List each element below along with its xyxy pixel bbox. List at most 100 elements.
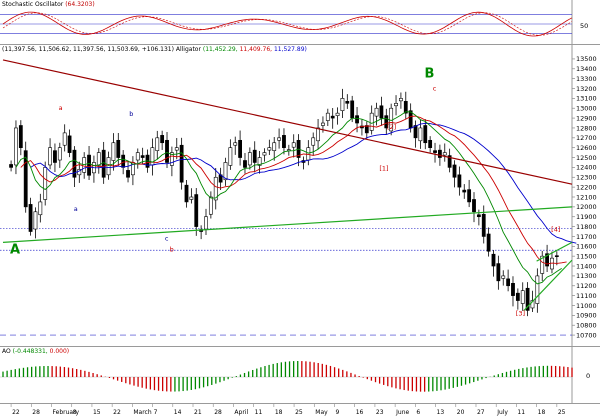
candle-body: [247, 152, 252, 166]
stoch-d-line: [2, 12, 573, 36]
alligator-lips-line: [15, 111, 562, 285]
y-tick-label: 12800: [576, 124, 597, 132]
candle-body: [194, 194, 199, 227]
ao-tick-0: 0: [586, 372, 591, 380]
y-tick-label: 11800: [576, 223, 597, 231]
y-tick-label: 11300: [576, 272, 597, 280]
wave-label: b: [129, 110, 133, 118]
candle-body: [189, 196, 194, 200]
candle-body: [364, 125, 369, 134]
candle-body: [447, 155, 452, 168]
alligator-lips-value: 11,527.89): [273, 46, 307, 53]
candle-body: [252, 149, 257, 163]
wave-label: [3]: [516, 309, 525, 317]
y-tick-label: 11900: [576, 213, 597, 221]
candle-body: [530, 300, 535, 309]
candle-body: [384, 115, 389, 129]
x-tick-label: 18: [538, 409, 546, 416]
price-title: (11,397.56, 11,506.62, 11,397.56, 11,503…: [2, 46, 307, 53]
y-tick-label: 11700: [576, 233, 597, 241]
candle-body: [179, 144, 184, 183]
stochastic-plot: [0, 0, 573, 44]
x-tick-label: 28: [214, 409, 222, 416]
x-tick-label: 11: [517, 409, 525, 416]
candle-body: [126, 170, 130, 178]
candle-body: [43, 167, 48, 200]
candle-body: [257, 157, 262, 166]
candle-body: [87, 154, 91, 176]
x-tick-label: 16: [356, 409, 364, 416]
candle-body: [277, 137, 281, 141]
x-tick-label: 22: [113, 409, 121, 416]
x-tick-label: June: [395, 409, 409, 416]
candle-body: [228, 147, 233, 166]
candle-body: [506, 278, 511, 287]
candle-body: [267, 147, 272, 151]
candle-body: [321, 122, 325, 126]
candle-body: [204, 216, 208, 230]
stochastic-value: (64.3203): [65, 1, 95, 8]
candle-body: [67, 135, 72, 153]
stoch-tick-50: 50: [580, 22, 589, 30]
candle-body: [540, 255, 545, 274]
candle-body: [399, 98, 403, 102]
candle-body: [433, 150, 437, 153]
y-tick-label: 12900: [576, 114, 597, 122]
x-tick-label: 14: [174, 409, 182, 416]
x-tick-label: May: [315, 409, 328, 416]
x-tick-label: 21: [194, 409, 202, 416]
x-tick-label: 11: [255, 409, 263, 416]
y-tick-label: 11100: [576, 292, 597, 300]
alligator-jaw-line: [30, 122, 577, 244]
alligator-teeth-value: 11,409.76,: [239, 46, 273, 53]
candle-body: [306, 147, 311, 161]
wave-label: a: [74, 205, 78, 213]
candle-body: [335, 112, 340, 116]
y-tick-label: 13200: [576, 85, 597, 93]
candle-body: [554, 255, 559, 257]
candle-body: [174, 147, 179, 151]
candle-body: [520, 290, 525, 304]
candle-body: [325, 112, 330, 121]
candle-body: [14, 127, 18, 166]
candle-body: [121, 154, 126, 168]
candle-body: [311, 137, 316, 146]
alligator-teeth-line: [20, 115, 567, 265]
y-tick-label: 11000: [576, 302, 597, 310]
candle-body: [316, 127, 320, 142]
x-tick-label: 28: [32, 409, 40, 416]
y-tick-label: 13400: [576, 65, 597, 73]
uptrend-line: [2, 206, 573, 243]
candle-body: [140, 155, 145, 158]
candle-body: [457, 174, 462, 188]
x-tick-label: March: [133, 409, 151, 416]
candle-body: [423, 125, 428, 144]
y-tick-label: 12500: [576, 154, 597, 162]
ao-label: AO: [2, 348, 11, 355]
candle-body: [374, 107, 379, 117]
wave-label: A: [10, 242, 20, 257]
wave-label: a: [59, 104, 63, 112]
wedge-lower-line: [523, 259, 573, 311]
candle-body: [481, 213, 486, 237]
y-tick-label: 13500: [576, 55, 597, 63]
x-tick-label: 6: [416, 409, 420, 416]
x-tick-label: February: [53, 409, 80, 416]
candle-body: [72, 149, 77, 178]
y-tick-label: 11400: [576, 262, 597, 270]
candle-body: [491, 253, 496, 267]
candle-body: [428, 139, 433, 148]
candle-body: [184, 184, 189, 203]
candle-body: [282, 135, 286, 148]
candle-body: [350, 100, 355, 119]
candle-body: [208, 196, 213, 215]
candle-body: [155, 137, 160, 151]
candle-body: [106, 157, 111, 176]
ao-plot: [0, 347, 573, 403]
candle-body: [272, 142, 277, 151]
candle-body: [496, 263, 501, 282]
wave-label: [1]: [379, 164, 388, 172]
stoch-k-line: [2, 11, 573, 37]
price-ohlc: (11,397.56, 11,506.62, 11,397.56, 11,503…: [2, 46, 174, 53]
